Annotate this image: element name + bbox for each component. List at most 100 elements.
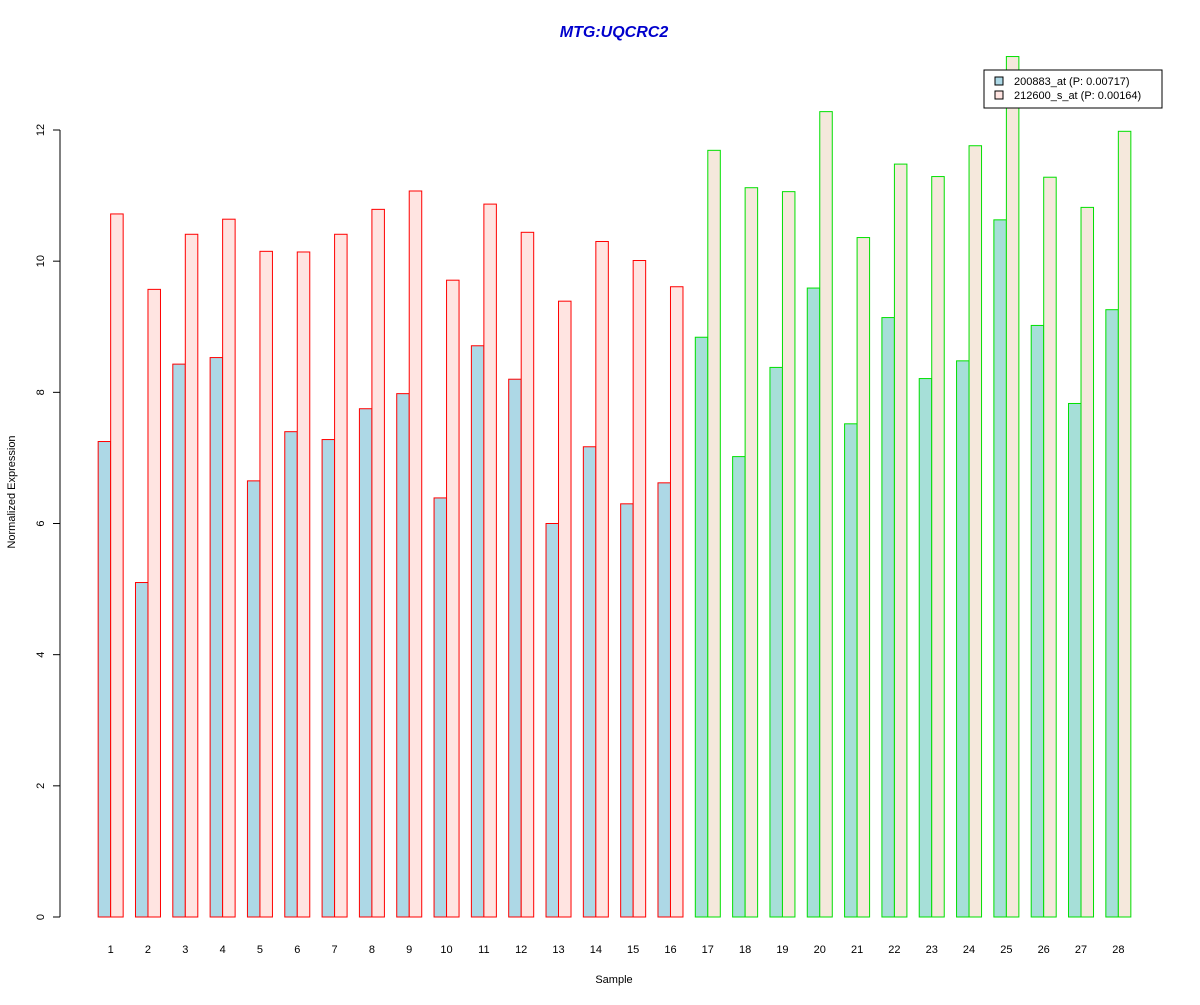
bar-series-1: [1030, 324, 1045, 918]
legend-label: 200883_at (P: 0.00717): [1014, 76, 1130, 88]
bar-series-2: [931, 176, 945, 918]
x-tick-label: 22: [888, 944, 900, 956]
x-tick-label: 12: [515, 944, 527, 956]
x-tick-label: 6: [294, 944, 300, 956]
x-tick-label: 2: [145, 944, 151, 956]
bar-series-2: [334, 233, 348, 918]
bar-series-1: [433, 497, 448, 918]
x-tick-label: 20: [814, 944, 826, 956]
bar-series-2: [595, 240, 609, 918]
bar-series-1: [806, 287, 821, 918]
bar-series-2: [1080, 206, 1095, 918]
bar-series-2: [1005, 56, 1020, 918]
bar-series-2: [744, 187, 759, 918]
x-tick-label: 10: [440, 944, 452, 956]
x-tick-label: 5: [257, 944, 263, 956]
bar-series-2: [1117, 130, 1132, 918]
x-tick-label: 3: [182, 944, 188, 956]
x-tick-label: 9: [406, 944, 412, 956]
bar-series-1: [321, 439, 336, 918]
bar-series-1: [470, 345, 485, 918]
bars-group: [97, 56, 1132, 918]
bar-series-2: [558, 300, 572, 918]
bar-series-2: [222, 218, 236, 918]
bar-series-2: [371, 208, 385, 918]
bar-series-2: [483, 203, 497, 918]
x-tick-label: 25: [1000, 944, 1012, 956]
bar-series-2: [520, 231, 535, 918]
bar-series-1: [657, 482, 671, 918]
x-tick-label: 21: [851, 944, 863, 956]
bar-series-2: [819, 111, 833, 918]
bar-series-2: [110, 213, 124, 918]
x-tick-label: 11: [478, 944, 489, 956]
x-tick-label: 19: [776, 944, 788, 956]
x-tick-label: 14: [590, 944, 602, 956]
y-tick-label: 10: [35, 255, 47, 267]
x-tick-label: 7: [332, 944, 338, 956]
bar-series-1: [284, 431, 298, 918]
y-tick-label: 8: [35, 389, 47, 395]
legend-box: [983, 69, 1163, 109]
x-tick-label: 28: [1112, 944, 1124, 956]
bar-series-1: [956, 360, 970, 918]
legend-swatch: [994, 76, 1004, 86]
bar-series-1: [1068, 402, 1082, 918]
legend: 200883_at (P: 0.00717) 212600_s_at (P: 0.…: [983, 69, 1163, 109]
bar-series-1: [881, 317, 895, 918]
x-tick-label: 1: [108, 944, 114, 956]
x-tick-label: 23: [926, 944, 938, 956]
bar-series-1: [732, 456, 746, 918]
y-tick-label: 4: [35, 652, 47, 658]
bar-series-1: [134, 582, 149, 918]
x-tick-label: 16: [664, 944, 676, 956]
bar-series-1: [97, 441, 112, 918]
legend-swatch: [994, 90, 1004, 100]
bar-series-2: [632, 260, 647, 918]
y-tick-label: 0: [35, 914, 47, 920]
legend-label: 212600_s_at (P: 0.00164): [1014, 90, 1141, 102]
bar-series-1: [545, 523, 560, 918]
bar-series-1: [246, 480, 261, 918]
bar-series-2: [856, 237, 871, 918]
bar-series-1: [396, 393, 410, 918]
bar-series-1: [844, 423, 858, 918]
x-tick-label: 18: [739, 944, 751, 956]
bar-series-1: [694, 336, 709, 918]
y-tick-label: 2: [35, 783, 47, 789]
y-axis: 0 2 4 6 8 10 12: [35, 124, 61, 920]
y-tick-label: 12: [35, 124, 47, 136]
bar-series-2: [1043, 176, 1057, 918]
x-tick-label: 27: [1075, 944, 1087, 956]
y-tick-label: 6: [35, 520, 47, 526]
bar-series-2: [147, 288, 161, 918]
bar-series-2: [893, 163, 908, 918]
bar-series-1: [582, 446, 597, 918]
bar-series-1: [209, 357, 224, 918]
x-axis-label: Sample: [595, 974, 632, 986]
bar-series-2: [408, 190, 423, 918]
bar-series-1: [358, 408, 373, 918]
x-tick-labels: 1 2 3 4 5 6 7 8 9 10 11 12 13 14 15 16 17 18 19 20 21 22 23 24 2…: [108, 944, 1125, 956]
bar-series-2: [259, 250, 273, 918]
x-tick-label: 4: [220, 944, 226, 956]
x-tick-label: 13: [552, 944, 564, 956]
x-tick-label: 17: [702, 944, 714, 956]
chart-title: MTG:UQCRC2: [560, 24, 669, 41]
x-tick-label: 15: [627, 944, 639, 956]
bar-series-1: [769, 366, 783, 918]
bar-series-1: [620, 503, 634, 918]
bar-series-1: [918, 378, 933, 918]
bar-series-2: [669, 286, 684, 918]
bar-series-1: [508, 378, 522, 918]
bar-series-1: [1105, 309, 1119, 918]
x-tick-label: 8: [369, 944, 375, 956]
bar-series-2: [781, 191, 796, 918]
bar-series-2: [184, 233, 199, 918]
y-axis-label: Normalized Expression: [6, 435, 18, 548]
x-tick-label: 26: [1038, 944, 1050, 956]
bar-series-1: [172, 363, 186, 918]
bar-series-1: [993, 219, 1007, 918]
